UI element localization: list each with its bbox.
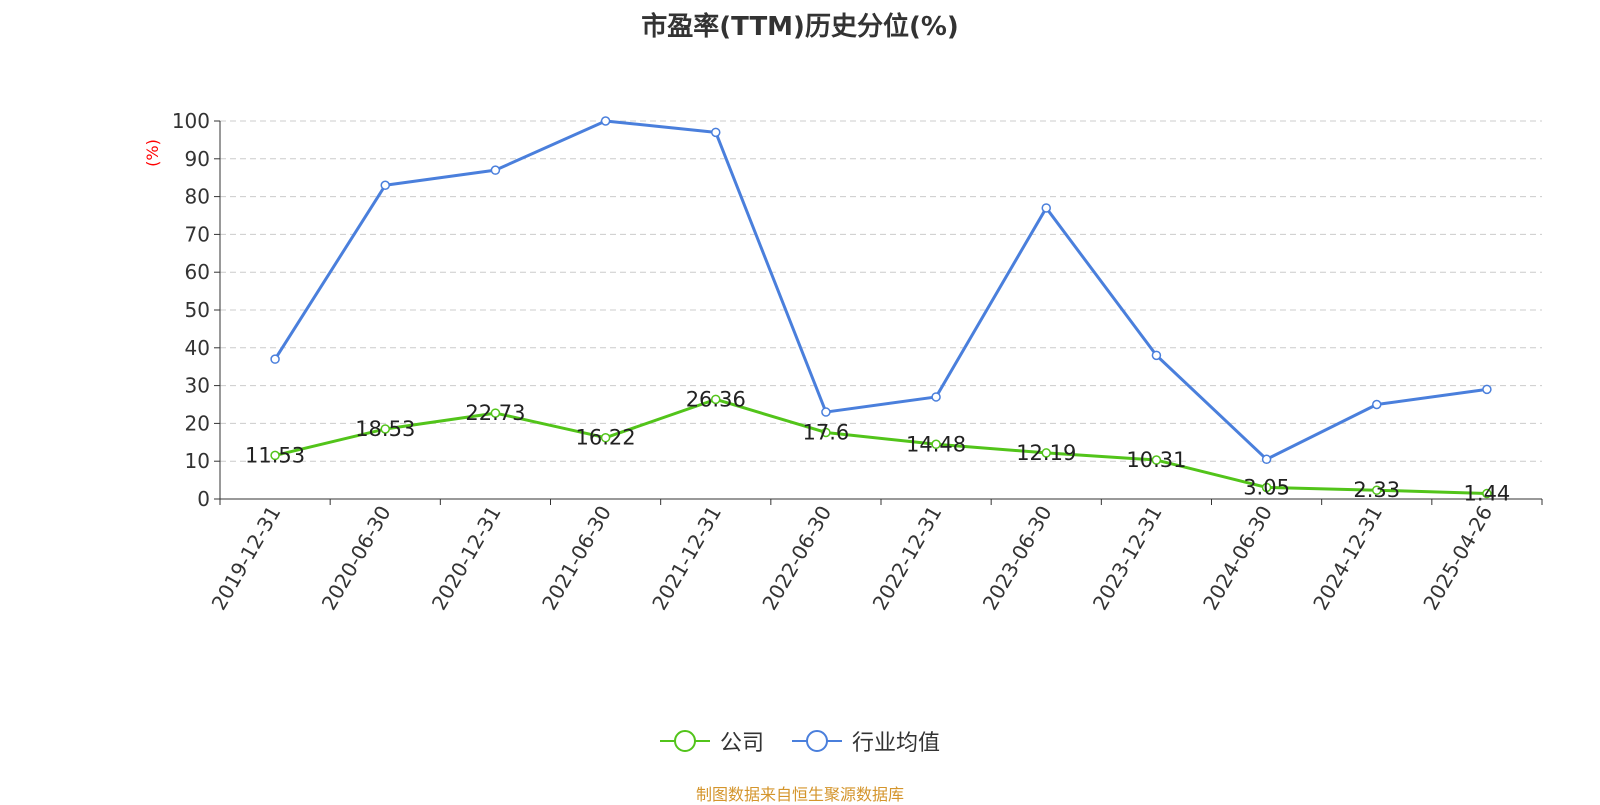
- x-tick-label: 2021-06-30: [537, 502, 616, 615]
- data-label: 26.36: [686, 387, 746, 411]
- data-point: [711, 127, 721, 138]
- data-point: [821, 427, 831, 438]
- y-tick-label: 20: [185, 411, 210, 435]
- y-tick-label: 0: [197, 487, 210, 511]
- legend-item-industry[interactable]: 行业均值: [792, 725, 940, 757]
- data-point: [1261, 454, 1272, 465]
- data-point: [600, 116, 611, 126]
- y-tick-label: 10: [185, 449, 210, 473]
- data-label: 11.53: [245, 443, 305, 467]
- x-tick-label: 2023-12-31: [1088, 502, 1167, 615]
- x-tick-label: 2022-06-30: [757, 502, 836, 615]
- legend-label-industry: 行业均值: [852, 731, 941, 756]
- data-point: [711, 394, 721, 405]
- data-point: [821, 407, 831, 417]
- data-point: [1151, 350, 1162, 361]
- data-point: [1261, 482, 1272, 493]
- data-point: [1041, 203, 1051, 213]
- legend-label-company: 公司: [719, 731, 764, 756]
- data-point: [380, 424, 390, 434]
- y-axis-label: (%): [143, 139, 162, 167]
- x-tick-label: 2020-12-31: [427, 501, 506, 614]
- data-point: [490, 165, 501, 175]
- chart-title: 市盈率(TTM)历史分位(%): [641, 12, 959, 42]
- data-labels: 11.53 18.53 22.73 16.22 26.36 17.6 14.48 12.19 1…: [245, 387, 1510, 505]
- y-tick-label: 80: [185, 185, 210, 209]
- x-tick-label: 2023-06-30: [978, 502, 1057, 615]
- y-tick-label: 50: [185, 298, 210, 322]
- y-tick-label: 40: [185, 336, 210, 360]
- y-tick-label: 100: [172, 109, 210, 133]
- data-label: 12.19: [1016, 441, 1076, 465]
- x-tick-label: 2020-06-30: [317, 502, 396, 615]
- legend-item-company[interactable]: 公司: [659, 725, 764, 757]
- data-point: [1041, 448, 1051, 458]
- series-line: [273, 119, 1488, 461]
- source-note: 制图数据来自恒生聚源数据库: [695, 785, 904, 804]
- x-tick-label: 2022-12-31: [868, 501, 947, 614]
- y-tick-label: 30: [185, 374, 210, 398]
- x-tick-label: 2021-12-31: [647, 502, 726, 615]
- data-point: [380, 180, 390, 191]
- data-label: 10.31: [1126, 448, 1186, 472]
- y-tick-label: 60: [185, 260, 210, 284]
- data-point: [1482, 384, 1492, 395]
- x-tick-label: 2025-04-26: [1418, 502, 1497, 615]
- data-point: [270, 354, 280, 364]
- data-label: 1.44: [1464, 482, 1511, 506]
- data-label: 17.6: [803, 420, 850, 444]
- data-label: 3.05: [1243, 475, 1290, 499]
- x-tick-label: 2024-06-30: [1198, 502, 1277, 615]
- data-point: [600, 432, 611, 443]
- y-tick-label: 90: [185, 147, 210, 171]
- data-point: [1482, 488, 1492, 499]
- x-tick-label: 2024-12-31: [1308, 502, 1387, 615]
- data-point: [931, 392, 941, 402]
- legend-swatch-industry-icon: [792, 730, 842, 752]
- x-tick-label: 2019-12-31: [207, 502, 286, 615]
- grid-lines: [220, 120, 1542, 462]
- data-point: [1372, 485, 1382, 495]
- data-point: [490, 408, 501, 418]
- data-label: 18.53: [355, 417, 415, 441]
- data-point: [931, 439, 941, 450]
- data-label: 2.33: [1353, 478, 1400, 502]
- y-tick-label: 70: [185, 222, 210, 246]
- data-label: 16.22: [576, 426, 636, 450]
- data-point: [1372, 399, 1382, 410]
- data-label: 22.73: [465, 401, 525, 425]
- series-line: [274, 397, 1487, 496]
- data-label: 14.48: [906, 432, 966, 456]
- legend-swatch-company-icon: [659, 730, 710, 752]
- axes: 0 10 20 30 40 50 60 70 80 90 100 2019-12-31 2020-06-…: [172, 109, 1543, 615]
- legend: 公司 行业均值: [0, 725, 1600, 757]
- series: [270, 116, 1492, 499]
- data-point: [1151, 455, 1162, 465]
- data-point: [270, 450, 280, 461]
